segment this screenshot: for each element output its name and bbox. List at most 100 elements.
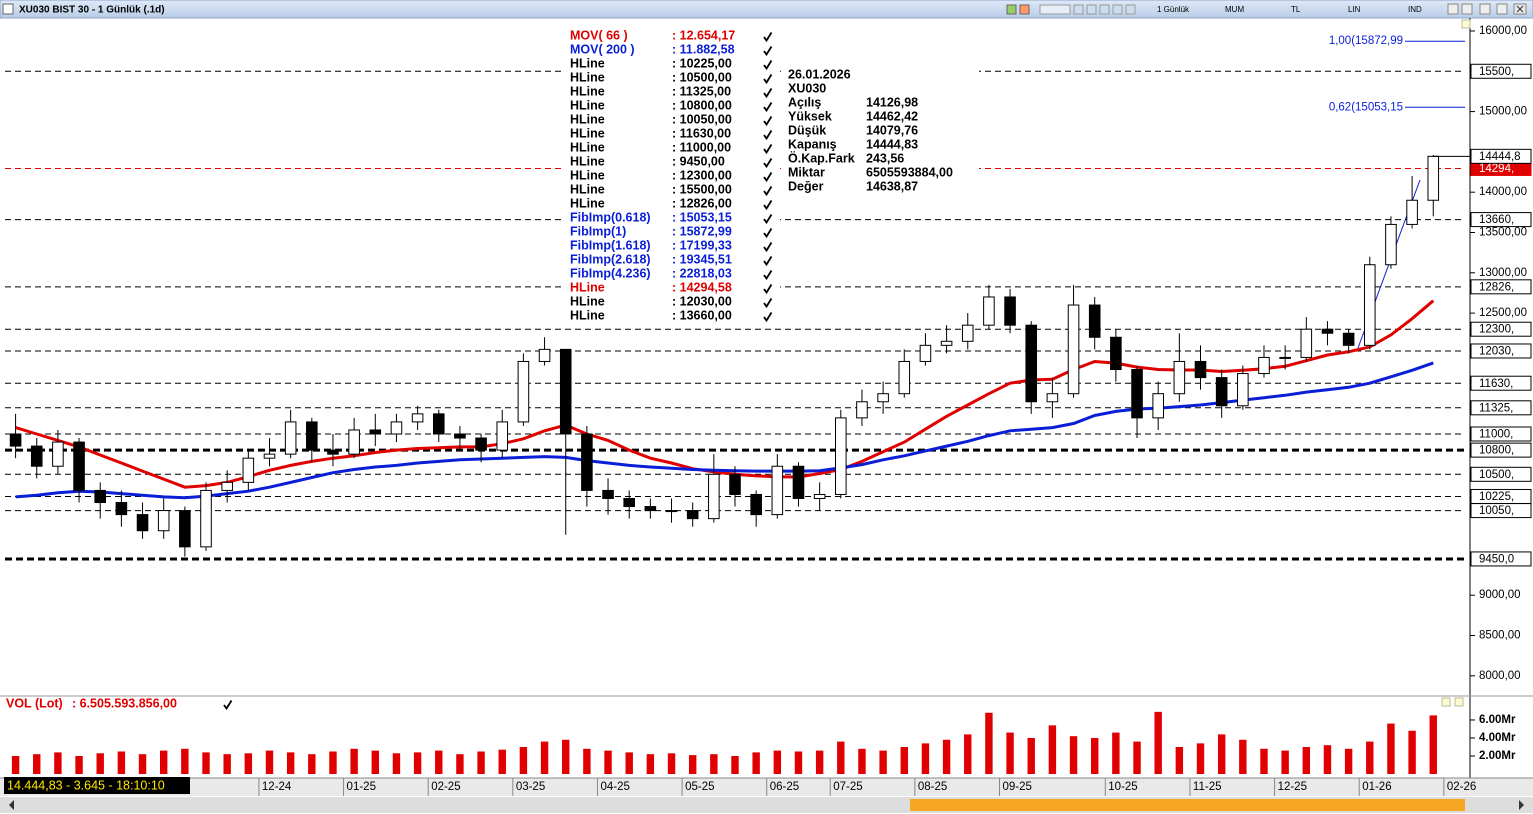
x-tick-label: 02-26 — [1447, 781, 1476, 793]
scroll-thumb[interactable] — [910, 799, 1465, 811]
volume-bar — [1323, 745, 1332, 774]
candle-body — [1406, 199, 1418, 225]
pane-button[interactable] — [1461, 19, 1471, 29]
menu-button[interactable] — [1447, 3, 1459, 15]
legend-name: HLine — [570, 98, 605, 112]
candle-body — [898, 360, 911, 395]
toolbar-icons — [1006, 3, 1527, 15]
axis-value-box — [1470, 466, 1532, 482]
candle-body — [52, 441, 64, 467]
last-price-label: 14444,8 — [1479, 151, 1521, 163]
info-value: 6505593884,00 — [866, 165, 953, 179]
axis-value-label: 11630, — [1479, 378, 1513, 390]
axis-value-label: 10050, — [1479, 505, 1514, 517]
check-icon — [763, 242, 773, 253]
candle-body — [581, 433, 593, 491]
candle-body — [432, 413, 445, 435]
candle-body — [1215, 377, 1228, 407]
candle-body — [517, 360, 530, 423]
volume-bar — [879, 750, 887, 774]
tool-icon[interactable] — [1125, 4, 1136, 15]
volume-bar — [435, 750, 443, 774]
volume-bar — [33, 754, 41, 774]
volume-bar — [964, 734, 972, 774]
check-icon — [763, 186, 773, 197]
candle-body — [390, 421, 403, 435]
volume-bar — [1069, 736, 1078, 774]
legend-name: HLine — [570, 196, 605, 210]
info-key: Yüksek — [788, 109, 832, 123]
pane-button[interactable] — [1441, 697, 1451, 707]
check-icon — [763, 200, 773, 211]
candle-body — [1131, 369, 1143, 419]
volume-bar — [1006, 732, 1014, 774]
y-tick-label: 13000,00 — [1479, 267, 1527, 279]
candle-body — [263, 453, 276, 459]
candle-body — [348, 429, 360, 455]
volume-bar — [350, 748, 358, 774]
volume-value: : 6.505.593.856,00 — [72, 696, 177, 710]
volume-bar — [667, 753, 676, 774]
y-tick-label: 9000,00 — [1479, 589, 1521, 601]
tool-icon[interactable] — [1019, 4, 1030, 15]
legend-name: HLine — [570, 280, 605, 294]
check-icon — [763, 298, 773, 309]
check-icon — [763, 228, 773, 239]
x-tick-label: 01-25 — [347, 781, 376, 793]
legend-box — [565, 28, 780, 326]
status-box — [4, 777, 190, 794]
candle-body — [1110, 336, 1122, 371]
volume-bar — [392, 753, 401, 774]
toolbar-label: TL — [1291, 5, 1301, 14]
candle-body — [1321, 328, 1334, 334]
candle-body — [1046, 393, 1059, 403]
candle-body — [1279, 356, 1291, 359]
legend-name: FibImp(1) — [570, 224, 626, 238]
candle-body — [729, 473, 741, 495]
axis-value-box — [1470, 551, 1532, 567]
volume-bar — [519, 746, 528, 774]
x-tick-label: 04-25 — [600, 781, 629, 793]
axis-value-label: 10800, — [1479, 445, 1514, 457]
x-tick-label: 05-25 — [685, 781, 714, 793]
volume-bar — [181, 748, 189, 774]
volume-bar — [942, 739, 951, 774]
maximize-button[interactable] — [1496, 3, 1508, 15]
tool-icon[interactable] — [1039, 4, 1071, 15]
tool-icon[interactable] — [1073, 4, 1084, 15]
volume-bar — [1175, 746, 1184, 774]
candle-body — [9, 433, 22, 447]
axis-value-box — [1470, 343, 1532, 359]
tool-icon[interactable] — [1099, 4, 1110, 15]
candle-body — [1067, 304, 1080, 395]
volume-bar — [1366, 741, 1374, 774]
volume-bar — [1091, 737, 1099, 774]
toolbar-label: LIN — [1348, 5, 1361, 14]
close-icon[interactable] — [2, 3, 14, 15]
x-tick-label: 06-25 — [770, 781, 799, 793]
legend-name: FibImp(1.618) — [570, 238, 651, 252]
legend-value: : 10500,00 — [672, 70, 732, 84]
minimize-button[interactable] — [1461, 3, 1473, 15]
check-icon — [763, 270, 773, 281]
legend-value: : 19345,51 — [672, 252, 732, 266]
candle-body — [602, 489, 614, 499]
check-icon — [763, 32, 773, 43]
legend-value: : 11000,00 — [672, 140, 731, 154]
pane-button[interactable] — [1454, 697, 1464, 707]
restore-button[interactable] — [1479, 3, 1491, 15]
volume-tick-label: 4.00Mr — [1479, 732, 1516, 744]
y-tick-label: 13500,00 — [1479, 227, 1527, 239]
info-key: Miktar — [788, 165, 825, 179]
info-value: 14126,98 — [866, 95, 918, 109]
candle-body — [1004, 296, 1016, 326]
volume-bar — [540, 741, 549, 774]
info-value: 14444,83 — [866, 137, 918, 151]
tool-icon[interactable] — [1112, 4, 1123, 15]
tool-icon[interactable] — [1006, 4, 1017, 15]
volume-bar — [371, 750, 379, 774]
tool-icon[interactable] — [1086, 4, 1097, 15]
toolbar-label: IND — [1408, 5, 1422, 14]
info-key: Ö.Kap.Fark — [788, 150, 855, 165]
